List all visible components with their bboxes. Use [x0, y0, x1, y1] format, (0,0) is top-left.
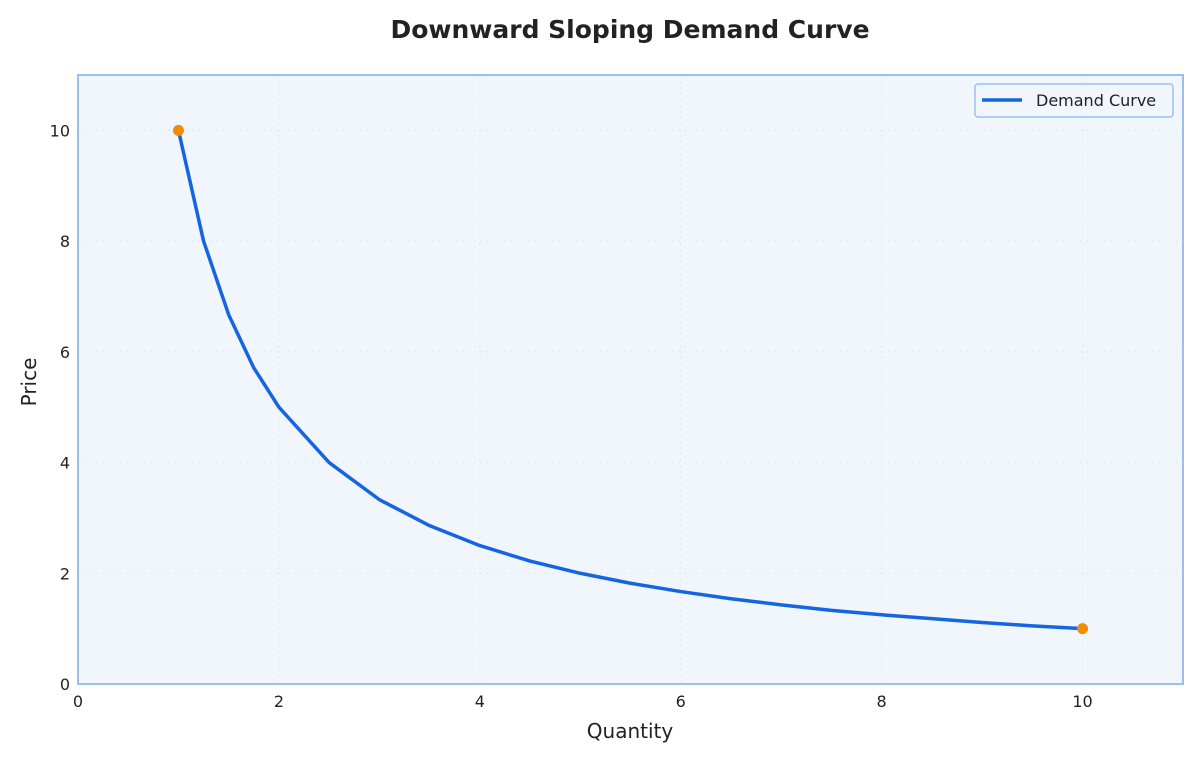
x-tick-label: 6: [676, 692, 686, 711]
x-tick-label: 4: [475, 692, 485, 711]
legend-label: Demand Curve: [1036, 91, 1156, 110]
x-tick-label: 0: [73, 692, 83, 711]
x-axis-ticks: 0 2 4 6 8 10: [73, 692, 1093, 711]
plot-area: [78, 75, 1183, 684]
x-tick-label: 2: [274, 692, 284, 711]
plot-border: [77, 74, 1184, 685]
y-axis-ticks: 0 2 4 6 8 10: [50, 121, 70, 694]
y-tick-label: 4: [60, 454, 70, 473]
chart-title: Downward Sloping Demand Curve: [390, 15, 869, 44]
y-axis-label: Price: [17, 358, 41, 407]
grid-lines: [78, 75, 1183, 684]
marker-layer: [172, 124, 1089, 635]
y-tick-label: 10: [50, 121, 70, 140]
y-tick-label: 6: [60, 343, 70, 362]
y-tick-label: 0: [60, 675, 70, 694]
x-tick-label: 8: [877, 692, 887, 711]
y-tick-label: 8: [60, 232, 70, 251]
series-layer: [176, 128, 1085, 631]
y-tick-label: 2: [60, 564, 70, 583]
legend-box: [974, 83, 1174, 118]
x-axis-label: Quantity: [587, 719, 674, 743]
endpoint-marker: [172, 124, 184, 136]
legend: Demand Curve: [974, 83, 1174, 118]
endpoint-marker: [1077, 623, 1089, 635]
x-tick-label: 10: [1072, 692, 1092, 711]
demand-curve-line: [176, 128, 1085, 631]
